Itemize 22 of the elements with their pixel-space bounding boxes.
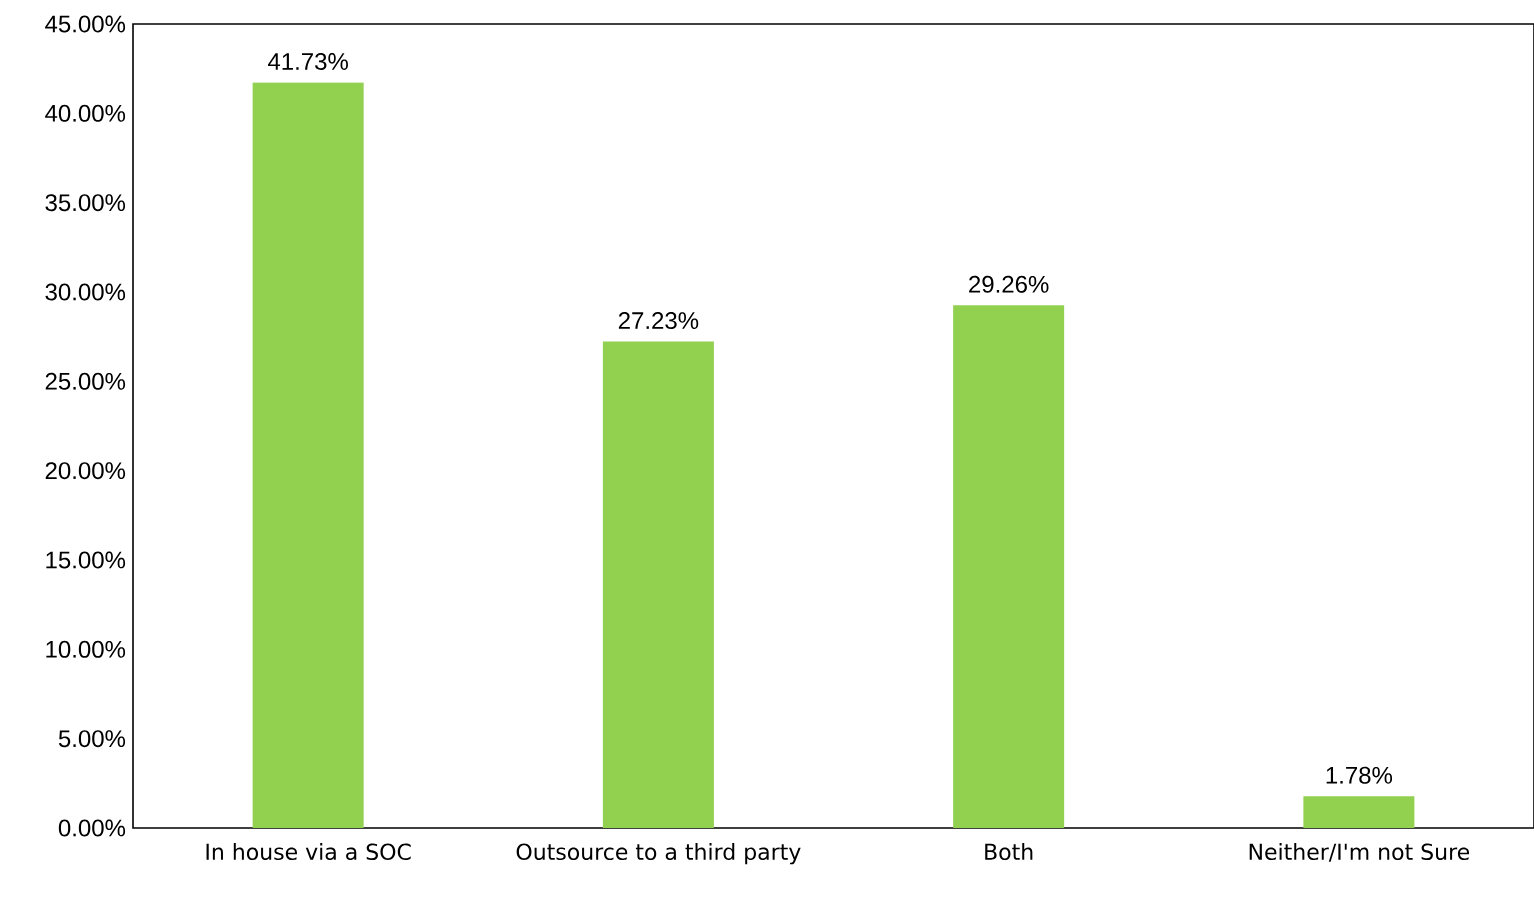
x-tick-label: Neither/I'm not Sure <box>1249 843 1470 862</box>
data-label: 41.73% <box>268 53 348 70</box>
bar <box>1303 796 1415 828</box>
y-tick-label: 0.00% <box>58 819 126 837</box>
x-tick-label: Outsource to a third party <box>516 843 801 865</box>
y-tick-label: 45.00% <box>45 15 126 33</box>
bar <box>602 341 714 828</box>
bar <box>953 305 1065 828</box>
y-tick-label: 15.00% <box>46 551 126 569</box>
data-label: 27.23% <box>618 312 699 330</box>
x-tick-label: In house via a SOC <box>206 843 411 861</box>
y-tick-label: 30.00% <box>45 283 126 301</box>
y-tick-label: 10.00% <box>46 640 126 658</box>
bar <box>252 82 364 828</box>
y-tick-label: 35.00% <box>45 194 126 212</box>
y-tick-label: 5.00% <box>58 730 126 748</box>
y-tick-label: 25.00% <box>45 372 126 390</box>
data-label: 1.78% <box>1326 766 1393 784</box>
data-label: 29.26% <box>969 275 1049 293</box>
y-tick-label: 20.00% <box>45 462 126 480</box>
y-tick-label: 40.00% <box>45 104 126 122</box>
x-tick-label: Both <box>985 843 1033 861</box>
